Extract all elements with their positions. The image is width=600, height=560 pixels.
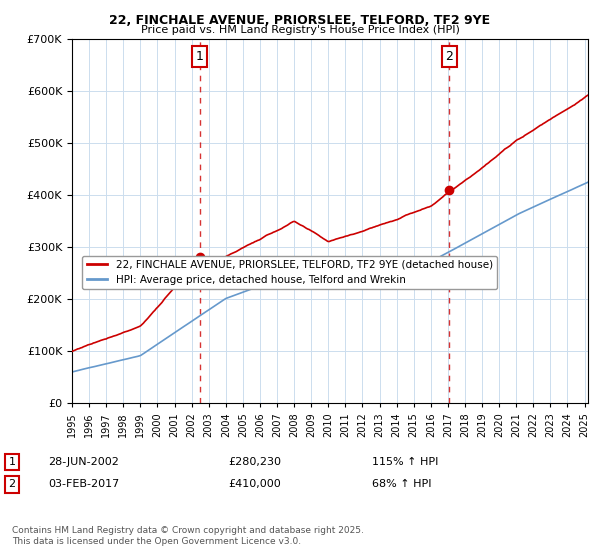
Text: 115% ↑ HPI: 115% ↑ HPI [372,457,439,467]
Text: 1: 1 [8,457,16,467]
Text: 28-JUN-2002: 28-JUN-2002 [48,457,119,467]
Text: £280,230: £280,230 [228,457,281,467]
Text: 2: 2 [8,479,16,489]
Text: 1: 1 [196,50,204,63]
Text: Price paid vs. HM Land Registry's House Price Index (HPI): Price paid vs. HM Land Registry's House … [140,25,460,35]
Text: £410,000: £410,000 [228,479,281,489]
Text: 03-FEB-2017: 03-FEB-2017 [48,479,119,489]
Text: Contains HM Land Registry data © Crown copyright and database right 2025.
This d: Contains HM Land Registry data © Crown c… [12,526,364,546]
Text: 22, FINCHALE AVENUE, PRIORSLEE, TELFORD, TF2 9YE: 22, FINCHALE AVENUE, PRIORSLEE, TELFORD,… [109,14,491,27]
Text: 2: 2 [445,50,453,63]
Text: 68% ↑ HPI: 68% ↑ HPI [372,479,431,489]
Legend: 22, FINCHALE AVENUE, PRIORSLEE, TELFORD, TF2 9YE (detached house), HPI: Average : 22, FINCHALE AVENUE, PRIORSLEE, TELFORD,… [82,255,497,289]
